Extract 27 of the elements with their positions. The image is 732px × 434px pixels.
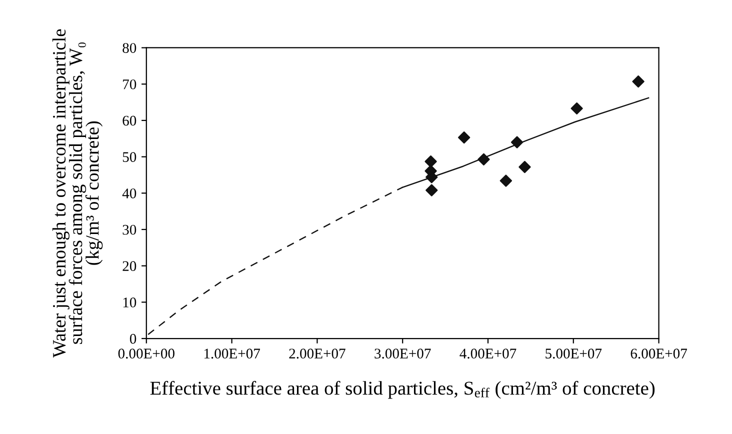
y-axis-title: Water just enough to overcome interparticle surface forces among solid particles, W₀ (kg/m³ of concrete) [52, 29, 103, 358]
x-tick-label: 0.00E+00 [118, 348, 174, 359]
point [458, 131, 470, 144]
point [518, 160, 531, 174]
y-tick-label: 80 [122, 43, 136, 53]
point [510, 136, 524, 148]
x-tick-label: 4.00E+07 [460, 348, 516, 359]
y-tick-label: 10 [123, 298, 136, 308]
y-tick-label: 50 [122, 152, 136, 162]
x-axis-title: Effective surface area of solid particles, S$_{eff}$ (cm²/m³ of concrete) [150, 380, 655, 399]
x-tick-label: 5.00E+07 [546, 348, 602, 359]
y-tick-label: 60 [122, 116, 136, 126]
x-tick-label: 3.00E+07 [374, 348, 431, 359]
y-tick-label: 20 [122, 261, 136, 272]
y-tick-label: 30 [122, 224, 136, 235]
point [478, 153, 490, 166]
y-tick-label: 40 [122, 188, 136, 198]
point [426, 184, 438, 196]
point [570, 102, 583, 115]
x-tick-label: 6.00E+07 [630, 348, 687, 359]
y-tick-label: 70 [123, 79, 136, 90]
point [500, 174, 512, 187]
y-tick-label: 0 [130, 334, 136, 344]
point [424, 155, 437, 168]
x-tick-label: 1.00E+07 [204, 348, 260, 359]
x-tick-label: 2.00E+07 [289, 348, 346, 359]
point [632, 75, 644, 88]
